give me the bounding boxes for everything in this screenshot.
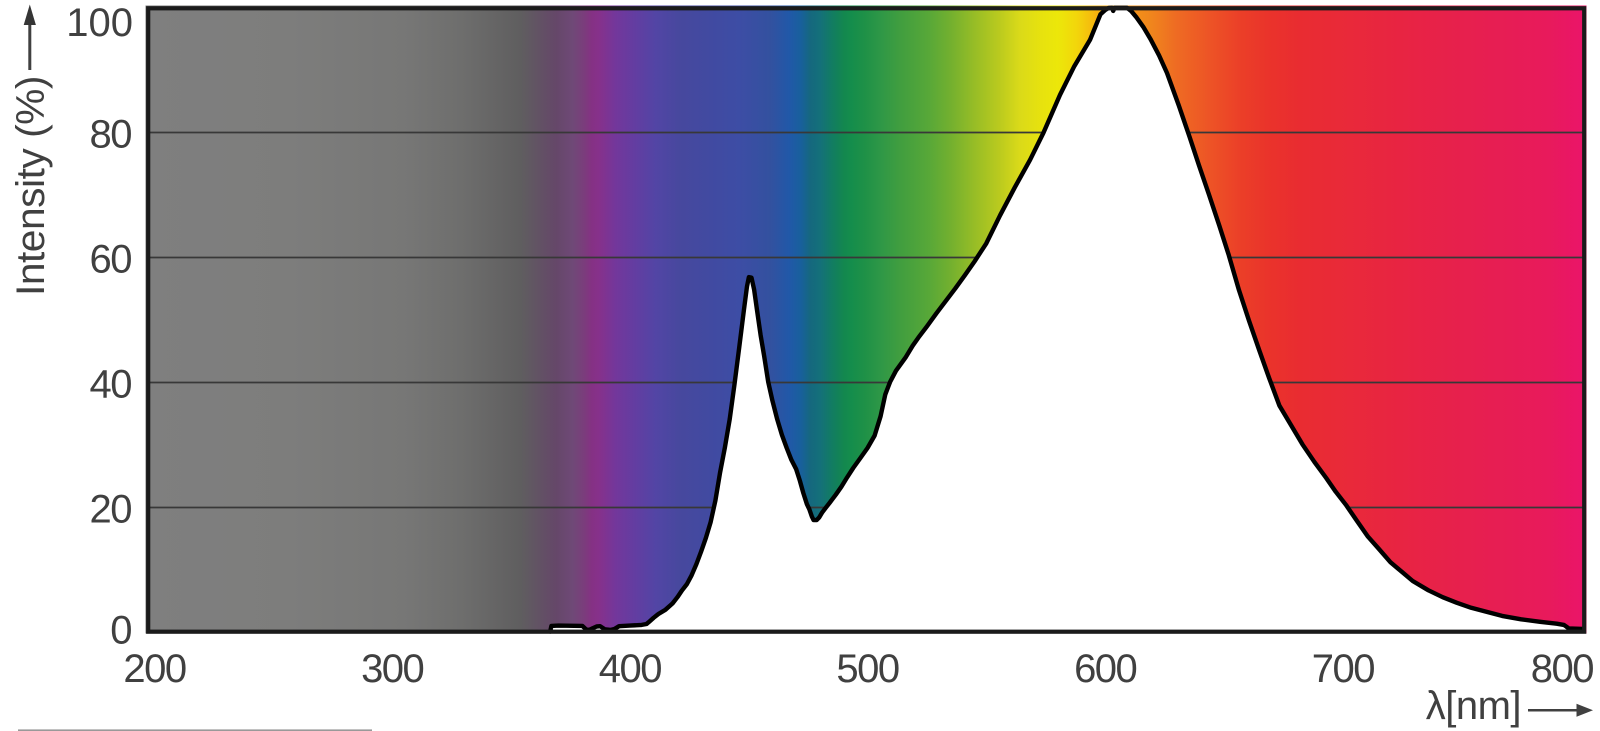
- svg-text:80: 80: [90, 113, 132, 157]
- svg-text:20: 20: [90, 488, 132, 532]
- svg-text:λ[nm]: λ[nm]: [1426, 684, 1521, 728]
- svg-text:400: 400: [599, 647, 661, 691]
- svg-text:300: 300: [361, 647, 423, 691]
- svg-text:40: 40: [90, 363, 132, 407]
- svg-text:800: 800: [1531, 647, 1593, 691]
- svg-text:700: 700: [1312, 647, 1374, 691]
- svg-text:200: 200: [123, 647, 185, 691]
- svg-text:60: 60: [90, 238, 132, 282]
- svg-text:0: 0: [110, 609, 131, 653]
- svg-text:600: 600: [1074, 647, 1136, 691]
- svg-text:100: 100: [66, 1, 133, 45]
- svg-text:500: 500: [836, 647, 898, 691]
- svg-text:Intensity (%): Intensity (%): [9, 76, 53, 296]
